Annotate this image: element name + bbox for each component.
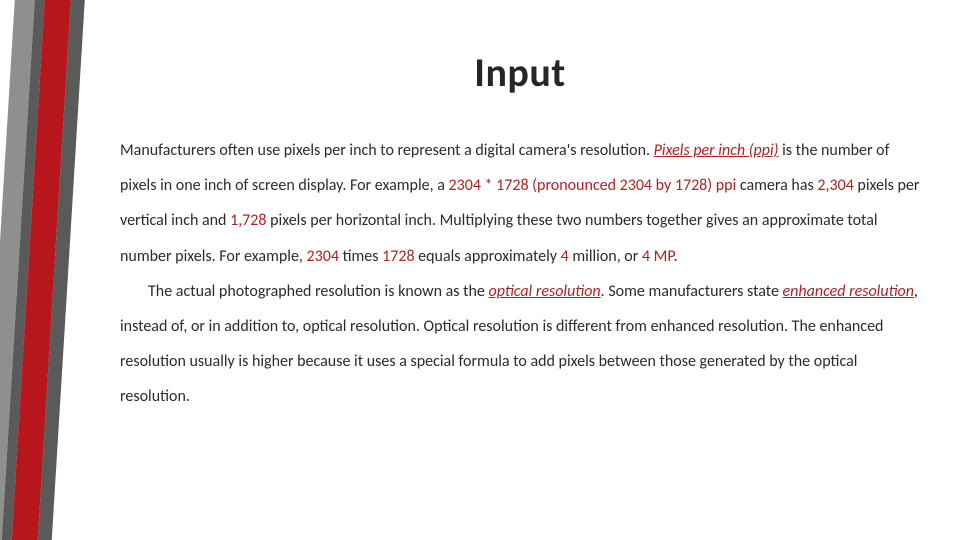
slide-title: Input <box>120 48 920 97</box>
red-num-1728b: 1728 <box>382 247 414 266</box>
text-run: . <box>674 247 678 266</box>
red-num-4: 4 <box>561 247 569 266</box>
highlight-ppi: Pixels per inch (ppi) <box>654 141 779 160</box>
paragraph-1: Manufacturers often use pixels per inch … <box>120 133 920 274</box>
red-num-1728: 1,728 <box>230 211 266 230</box>
red-num-2304b: 2304 <box>307 247 339 266</box>
highlight-enhanced-resolution: enhanced resolution <box>783 282 914 301</box>
text-run: equals approximately <box>415 247 561 266</box>
red-num-2304: 2,304 <box>817 176 853 195</box>
paragraph-2: The actual photographed resolution is kn… <box>120 274 920 415</box>
text-run: The actual photographed resolution is kn… <box>148 282 488 301</box>
text-run: Manufacturers often use pixels per inch … <box>120 141 654 160</box>
highlight-optical-resolution: optical resolution <box>488 282 600 301</box>
slide-content: Input Manufacturers often use pixels per… <box>120 48 920 415</box>
text-run: camera has <box>736 176 817 195</box>
red-ppi-example: 2304 * 1728 (pronounced 2304 by 1728) pp… <box>448 176 736 195</box>
accent-stripes <box>0 0 85 540</box>
red-4mp: 4 MP <box>642 247 674 266</box>
text-run: . Some manufacturers state <box>601 282 783 301</box>
text-run: times <box>339 247 382 266</box>
text-run: million, or <box>569 247 642 266</box>
